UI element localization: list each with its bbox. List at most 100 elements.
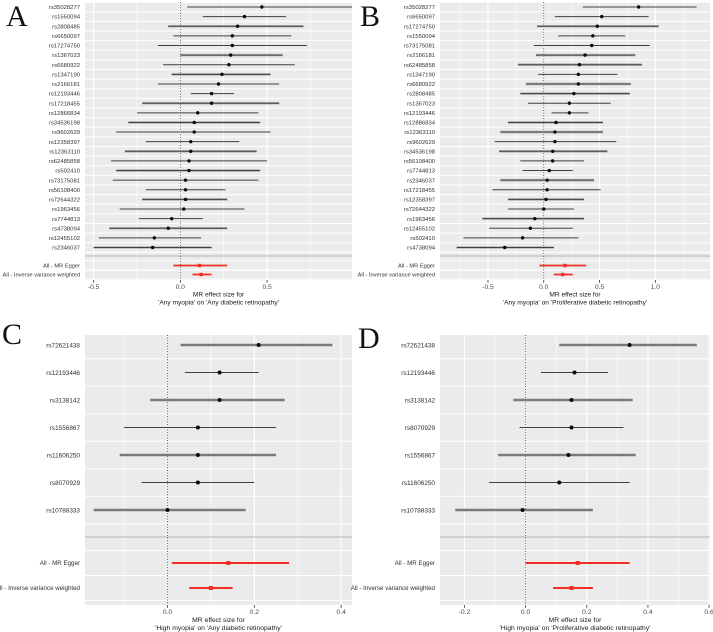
snp-label: rs3138142 — [405, 397, 436, 404]
snp-point — [165, 508, 170, 512]
x-axis-title: MR effect size for — [549, 617, 602, 624]
panel-letter-b: B — [360, 0, 381, 33]
snp-label: rs1556867 — [405, 452, 436, 459]
panel-d-forest-plot: rs72621438 rs12193446 rs3138142 rs8070929 rs… — [351, 335, 713, 632]
snp-point — [182, 207, 186, 211]
snp-label: rs12866834 — [49, 111, 81, 117]
summary-point — [561, 272, 565, 277]
snp-point — [520, 508, 525, 512]
snp-label: rs2346037 — [407, 178, 435, 184]
snp-label: rs17218455 — [404, 188, 436, 194]
snp-label: rs9602629 — [52, 130, 80, 136]
snp-point — [169, 216, 174, 221]
snp-label: rs10788333 — [401, 507, 435, 514]
snp-point — [544, 197, 548, 202]
panel-letter-d: D — [358, 322, 380, 355]
snp-label: rs17274750 — [404, 24, 436, 30]
summary-point — [199, 272, 203, 277]
snp-point — [227, 63, 231, 67]
snp-label: rs12193446 — [404, 111, 436, 117]
snp-point — [600, 14, 604, 19]
snp-point — [572, 91, 576, 96]
snp-label: rs4738094 — [407, 246, 436, 252]
snp-point — [216, 82, 221, 86]
snp-label: rs1556867 — [50, 425, 81, 432]
snp-point — [553, 139, 557, 144]
summary-point — [575, 561, 580, 565]
snp-label: rs502410 — [410, 236, 435, 242]
snp-label: rs10788333 — [46, 507, 80, 514]
snp-point — [195, 111, 200, 115]
snp-point — [627, 343, 632, 347]
x-axis-title: MR effect size for — [193, 292, 245, 299]
snp-label: rs35028277 — [49, 5, 80, 11]
snp-point — [576, 72, 581, 77]
snp-point — [520, 236, 525, 240]
snp-point — [195, 425, 200, 430]
x-tick-label: 0.5 — [262, 284, 271, 291]
snp-point — [591, 34, 595, 38]
snp-label: rs1550094 — [407, 34, 436, 40]
x-tick-label: 0.2 — [250, 609, 260, 616]
snp-point — [217, 370, 222, 375]
snp-point — [230, 43, 235, 48]
snp-label: rs1347190 — [407, 72, 436, 78]
x-tick-label: 0.6 — [704, 609, 713, 616]
snp-point — [550, 149, 555, 153]
snp-point — [583, 53, 587, 57]
snp-label: rs11606250 — [47, 452, 81, 459]
summary-label: All - Inverse variance weighted — [358, 273, 435, 279]
snp-label: rs12193446 — [49, 92, 81, 98]
snp-label: rs72621438 — [401, 342, 435, 349]
x-axis-title: MR effect size for — [192, 617, 245, 624]
snp-point — [545, 188, 549, 192]
snp-point — [228, 53, 233, 57]
snp-label: rs12455102 — [404, 226, 435, 232]
snp-label: rs2346037 — [52, 246, 80, 252]
plot-background — [85, 2, 352, 280]
snp-label: rs9602629 — [407, 140, 435, 146]
snp-point — [553, 130, 557, 134]
snp-point — [209, 101, 214, 105]
snp-label: rs12363110 — [404, 130, 435, 136]
snp-label: rs73175081 — [49, 178, 80, 184]
snp-label: rs4738094 — [52, 226, 81, 232]
x-axis-title: 'High myopia' on 'Any diabetic retinopat… — [155, 625, 282, 632]
snp-point — [150, 245, 155, 250]
x-tick-label: 0.5 — [595, 284, 604, 291]
summary-point — [197, 263, 202, 268]
summary-label: All - Inverse variance weighted — [0, 585, 81, 592]
snp-point — [195, 453, 200, 457]
snp-point — [183, 178, 188, 182]
snp-label: rs72621438 — [46, 342, 80, 349]
x-tick-label: -0.2 — [459, 609, 471, 616]
snp-label: rs62485858 — [49, 159, 81, 165]
snp-label: rs8070929 — [405, 425, 436, 432]
snp-point — [242, 14, 247, 19]
x-tick-label: 0.0 — [521, 609, 531, 616]
snp-point — [209, 91, 214, 96]
snp-point — [590, 43, 594, 48]
snp-point — [189, 139, 193, 144]
x-tick-label: 1.0 — [651, 284, 660, 291]
snp-label: rs34536198 — [404, 149, 436, 155]
snp-point — [545, 178, 549, 182]
snp-point — [256, 343, 261, 347]
panel-a-forest-plot: rs35028277 rs1550094 rs2808485 rs6650097 rs1… — [3, 1, 352, 307]
snp-label: rs6650097 — [52, 34, 80, 40]
summary-label: All - Inverse variance weighted — [3, 273, 80, 279]
snp-label: rs12363110 — [49, 149, 80, 155]
snp-label: rs1963456 — [52, 207, 81, 213]
snp-label: rs35028277 — [404, 5, 435, 11]
snp-label: rs7744813 — [52, 217, 81, 223]
snp-point — [566, 453, 571, 457]
snp-label: rs12886834 — [404, 121, 436, 127]
snp-point — [569, 398, 574, 402]
snp-label: rs12358397 — [404, 198, 435, 204]
snp-label: rs34536198 — [49, 121, 81, 127]
snp-label: rs17218455 — [49, 101, 81, 107]
snp-point — [550, 159, 555, 163]
panel-b-forest-plot: rs35028277 rs6650097 rs17274750 rs1550094 rs… — [358, 1, 710, 307]
x-axis-title: MR effect size for — [549, 292, 601, 299]
snp-label: rs2808485 — [52, 24, 81, 30]
